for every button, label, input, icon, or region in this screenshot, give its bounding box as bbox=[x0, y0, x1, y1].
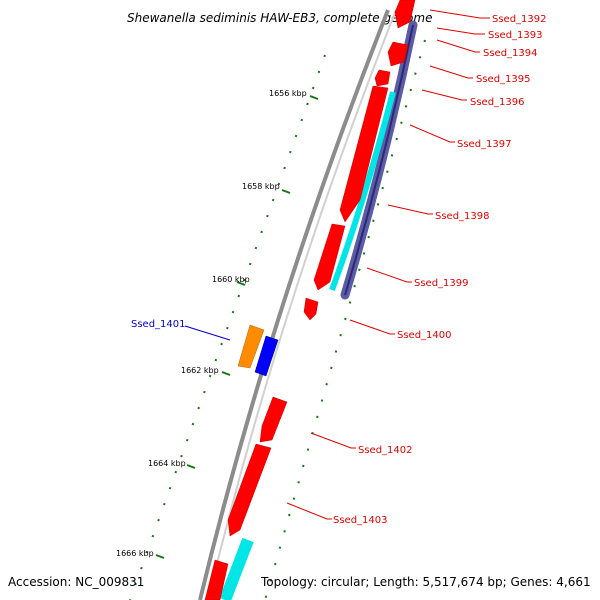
purple-track-edge bbox=[344, 24, 414, 296]
leader-line bbox=[310, 432, 356, 449]
leader-line bbox=[366, 267, 412, 283]
map-title: Shewanella sediminis HAW-EB3, complete g… bbox=[127, 11, 432, 25]
gene-label-ssed-1399[interactable]: Ssed_1399 bbox=[414, 278, 469, 289]
tick-label: 1664 kbp bbox=[148, 459, 186, 468]
tick-mark bbox=[186, 464, 196, 469]
gene-leaders bbox=[286, 9, 490, 520]
tick-mark bbox=[236, 281, 246, 286]
gene-labels: Ssed_1392 Ssed_1393 Ssed_1394 Ssed_1395 … bbox=[333, 14, 547, 526]
leader-line bbox=[436, 27, 485, 35]
gene-label-ssed-1396[interactable]: Ssed_1396 bbox=[470, 97, 525, 108]
gene-arrow[interactable] bbox=[259, 396, 288, 443]
feature-blue[interactable] bbox=[254, 335, 279, 377]
gene-label-ssed-1393[interactable]: Ssed_1393 bbox=[488, 30, 543, 41]
gene-arrow[interactable] bbox=[303, 297, 319, 321]
gene-label-ssed-1398[interactable]: Ssed_1398 bbox=[435, 211, 490, 222]
leader-line bbox=[429, 9, 490, 19]
gene-arrow[interactable] bbox=[374, 69, 391, 87]
leader-line bbox=[286, 502, 332, 520]
summary-text: Topology: circular; Length: 5,517,674 bp… bbox=[260, 575, 591, 589]
gene-label-ssed-1401[interactable]: Ssed_1401 bbox=[131, 319, 186, 330]
gene-arrow[interactable] bbox=[394, 0, 416, 29]
gene-label-ssed-1392[interactable]: Ssed_1392 bbox=[492, 14, 547, 25]
tick-mark bbox=[221, 371, 231, 376]
tick-label: 1660 kbp bbox=[212, 275, 250, 284]
feature-orange[interactable] bbox=[237, 324, 265, 369]
tick-label: 1662 kbp bbox=[181, 366, 219, 375]
backbone-outer bbox=[198, 9, 390, 600]
leader-line bbox=[421, 89, 467, 101]
leader-line bbox=[387, 204, 433, 215]
cds-highlight-bottom bbox=[219, 537, 254, 600]
gene-arrow[interactable] bbox=[339, 85, 389, 223]
tick-mark bbox=[309, 95, 319, 100]
tick-marks bbox=[155, 95, 319, 559]
gene-label-ssed-1397[interactable]: Ssed_1397 bbox=[457, 139, 512, 150]
tick-mark bbox=[281, 189, 291, 194]
gene-label-ssed-1394[interactable]: Ssed_1394 bbox=[483, 48, 538, 59]
leader-line bbox=[429, 65, 473, 79]
gene-arrow[interactable] bbox=[204, 559, 229, 600]
tick-mark bbox=[155, 554, 165, 559]
gene-label-ssed-1402[interactable]: Ssed_1402 bbox=[358, 445, 413, 456]
leader-line-ssed-1401 bbox=[184, 325, 231, 341]
leader-line bbox=[436, 39, 480, 53]
gene-arrow[interactable] bbox=[387, 41, 409, 67]
tick-label: 1656 kbp bbox=[269, 89, 307, 98]
accession-text: Accession: NC_009831 bbox=[8, 575, 144, 589]
gene-arrow[interactable] bbox=[313, 223, 346, 291]
leader-line bbox=[349, 319, 395, 335]
gene-label-ssed-1403[interactable]: Ssed_1403 bbox=[333, 515, 388, 526]
gene-arrows-plus bbox=[204, 0, 416, 600]
gene-label-ssed-1395[interactable]: Ssed_1395 bbox=[476, 74, 531, 85]
tick-label: 1658 kbp bbox=[242, 182, 280, 191]
gene-label-ssed-1400[interactable]: Ssed_1400 bbox=[397, 330, 452, 341]
cds-highlight-top bbox=[329, 91, 396, 292]
gc-dots-outer bbox=[129, 54, 326, 600]
leader-line bbox=[409, 124, 455, 143]
gene-arrow[interactable] bbox=[227, 443, 272, 537]
tick-label: 1666 kbp bbox=[116, 549, 154, 558]
